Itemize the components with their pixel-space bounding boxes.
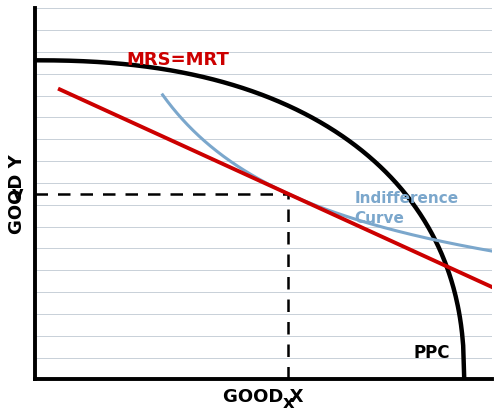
Text: MRS=MRT: MRS=MRT <box>126 51 229 69</box>
Text: PPC: PPC <box>414 344 451 362</box>
Y-axis label: GOOD Y: GOOD Y <box>8 154 26 234</box>
Text: x: x <box>282 393 294 412</box>
X-axis label: GOOD X: GOOD X <box>223 388 304 406</box>
Text: y: y <box>12 185 23 203</box>
Text: Indifference
Curve: Indifference Curve <box>354 191 459 226</box>
